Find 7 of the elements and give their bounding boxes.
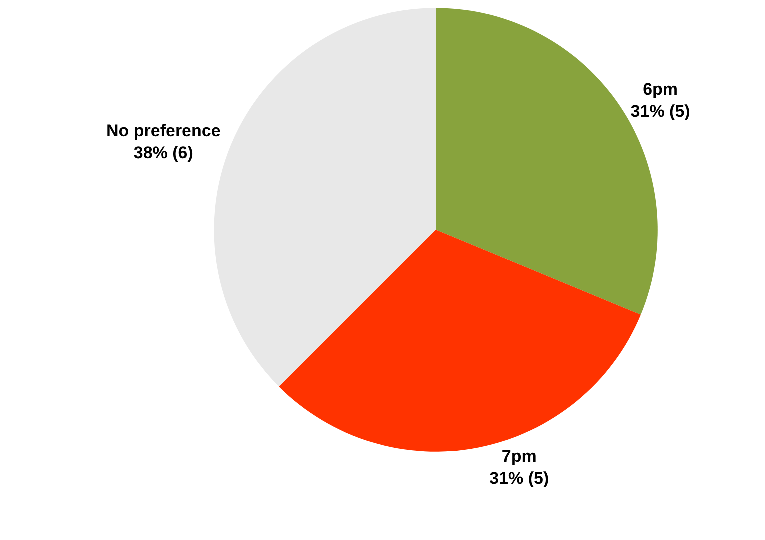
data-label: 31% (5)	[630, 102, 690, 121]
pie-slice	[279, 230, 642, 452]
slice-label: 6pm	[643, 80, 678, 99]
data-label: 31% (5)	[490, 468, 550, 488]
data-label: 38% (6)	[134, 144, 194, 163]
slice-label: No preference	[106, 122, 221, 141]
slice-label: 7pm	[502, 446, 537, 466]
